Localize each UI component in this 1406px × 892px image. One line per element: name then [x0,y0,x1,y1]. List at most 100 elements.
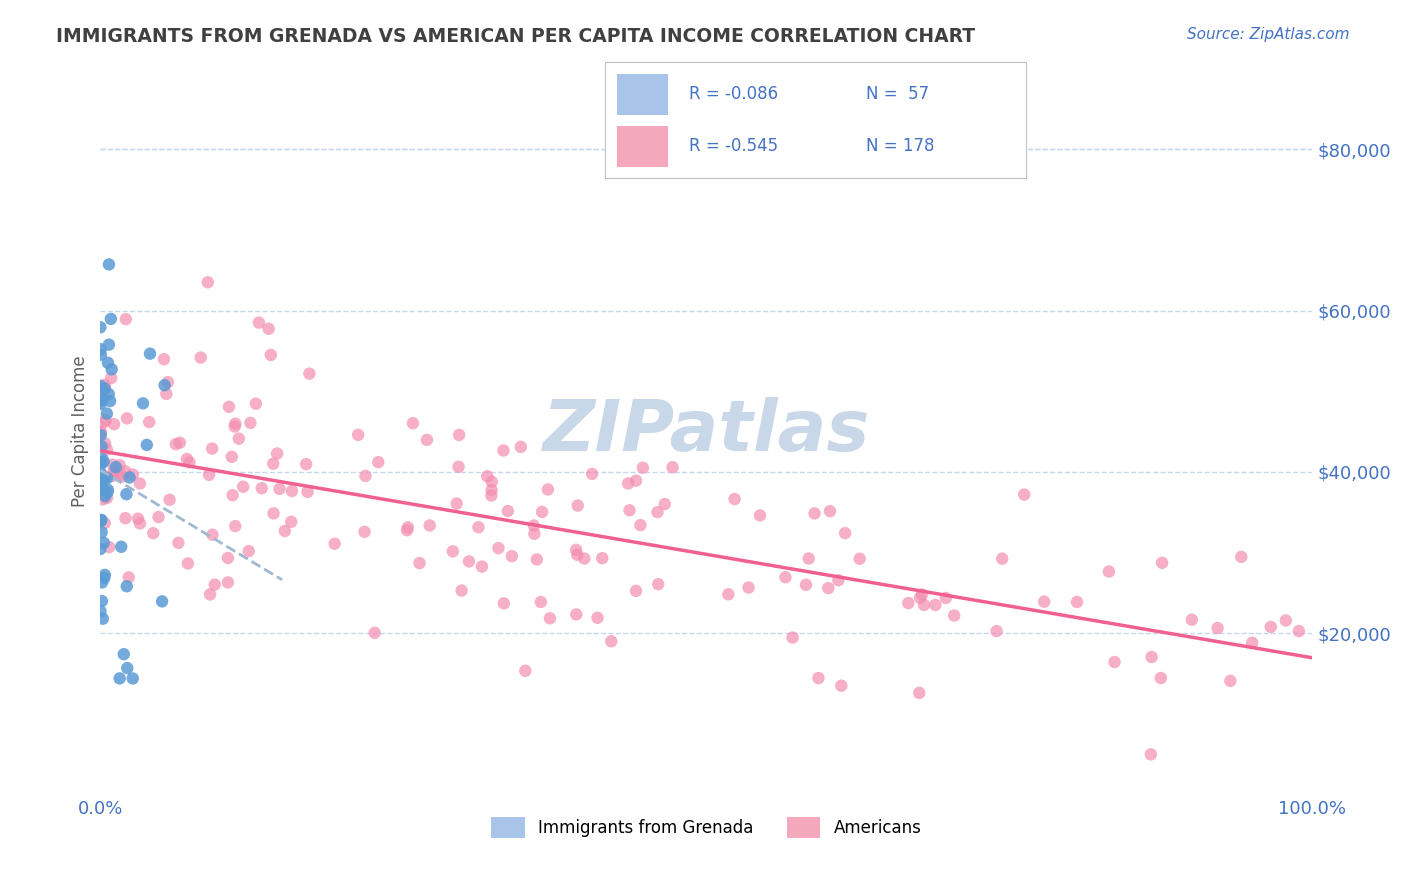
Point [297,484,319,499]
Point [142,526,165,541]
Point [935,591,957,605]
Point [89,541,111,556]
Point [628,518,651,533]
Point [90,428,112,442]
Point [266,446,288,460]
Point [91,467,114,482]
Point [93,536,115,550]
Point [128,476,150,491]
Point [148,510,170,524]
Point [531,505,554,519]
Point [567,499,589,513]
Point [190,351,212,365]
Point [943,608,966,623]
Point [93,378,115,392]
Point [986,624,1008,639]
Point [114,465,136,479]
Point [96,471,118,485]
Point [245,397,267,411]
Point [908,686,931,700]
Point [1098,565,1121,579]
Point [717,587,740,601]
Point [90,474,112,488]
Point [523,526,546,541]
Point [492,596,515,610]
Point [91,481,114,495]
Point [103,417,125,432]
Point [89,458,111,473]
Point [1241,636,1264,650]
Point [481,489,503,503]
Point [90,425,112,440]
Point [108,672,131,686]
Point [807,671,830,685]
Point [217,575,239,590]
Point [89,514,111,528]
Point [108,458,131,473]
Point [1219,673,1241,688]
Point [159,492,181,507]
Point [281,483,304,498]
Text: N = 178: N = 178 [866,137,935,155]
Point [565,542,588,557]
Point [408,556,430,570]
Point [100,371,122,385]
Point [647,577,669,591]
Text: R = -0.086: R = -0.086 [689,85,778,103]
Point [737,581,759,595]
Point [97,337,120,351]
Point [94,436,117,450]
Point [104,460,127,475]
Point [90,439,112,453]
Point [94,381,117,395]
Point [591,551,613,566]
Point [567,548,589,562]
Point [115,411,138,425]
Point [198,467,221,482]
Point [89,456,111,470]
Point [96,485,118,500]
Point [112,647,135,661]
Point [97,356,120,370]
Point [118,470,141,484]
Point [537,483,560,497]
Point [450,583,472,598]
Point [581,467,603,481]
Point [449,428,471,442]
Point [441,544,464,558]
Point [269,482,291,496]
Point [204,577,226,591]
Point [150,594,173,608]
Point [118,570,141,584]
Point [201,442,224,456]
Point [775,570,797,584]
Point [93,472,115,486]
Point [565,607,588,622]
Point [834,526,856,541]
Point [100,362,122,376]
Text: Source: ZipAtlas.com: Source: ZipAtlas.com [1187,27,1350,42]
Point [1206,621,1229,635]
Point [395,523,418,537]
Point [496,504,519,518]
Point [228,432,250,446]
Point [114,511,136,525]
Point [794,578,817,592]
Point [416,433,439,447]
Point [298,367,321,381]
Point [624,583,647,598]
Point [94,413,117,427]
Point [217,551,239,566]
Point [155,387,177,401]
Text: R = -0.545: R = -0.545 [689,137,778,155]
Point [912,598,935,612]
Point [93,415,115,429]
Point [103,466,125,480]
Point [530,595,553,609]
Point [91,392,114,407]
Point [447,459,470,474]
Point [526,552,548,566]
Point [132,396,155,410]
Point [153,352,176,367]
Point [201,527,224,541]
